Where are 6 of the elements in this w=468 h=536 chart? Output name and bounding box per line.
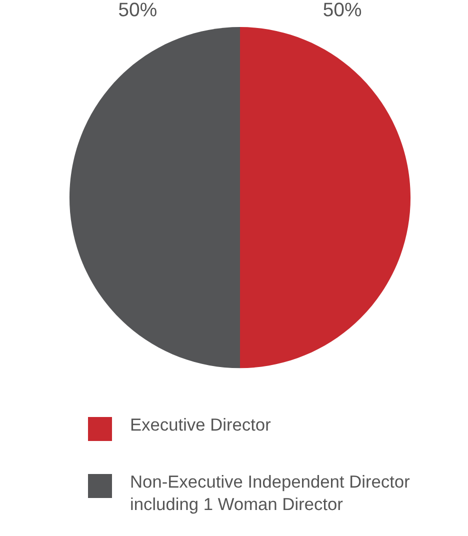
pie-slice	[69, 27, 240, 368]
legend-label: Executive Director	[131, 418, 271, 431]
pie-slice	[240, 27, 411, 368]
data-label: 50%	[324, 2, 362, 16]
legend-label: Non-Executive Independent Director including 1 Woman Director	[131, 475, 410, 514]
data-label: 50%	[119, 2, 156, 16]
